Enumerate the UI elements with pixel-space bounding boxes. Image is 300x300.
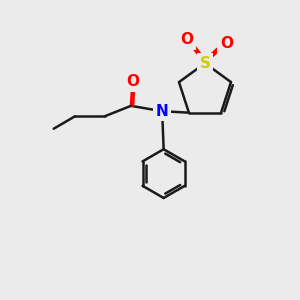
- Text: O: O: [126, 74, 139, 89]
- Text: O: O: [220, 35, 233, 50]
- Text: S: S: [200, 56, 211, 71]
- Text: N: N: [156, 104, 169, 119]
- Text: O: O: [180, 32, 193, 47]
